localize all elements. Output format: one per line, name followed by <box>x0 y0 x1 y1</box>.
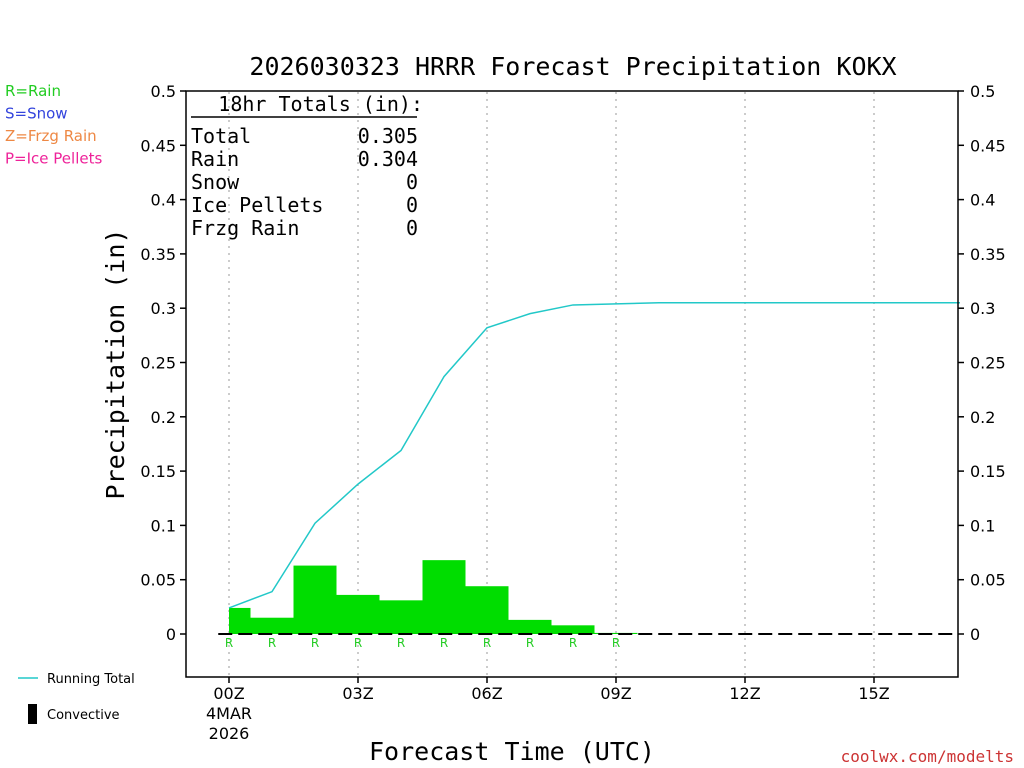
y-tick-label-right: 0.4 <box>970 191 995 210</box>
y-tick-label-left: 0.2 <box>151 408 176 427</box>
x-tick-label: 09Z <box>600 684 631 703</box>
x-tick-label: 15Z <box>858 684 889 703</box>
x-tick-label: 03Z <box>342 684 373 703</box>
type-legend-entry: S=Snow <box>5 105 68 123</box>
y-tick-label-right: 0.45 <box>970 136 1006 155</box>
precip-type-marker: R <box>569 636 577 650</box>
y-tick-label-left: 0 <box>166 625 176 644</box>
precip-bar <box>379 600 423 634</box>
convective-legend-swatch <box>28 704 37 724</box>
precip-type-marker: R <box>311 636 319 650</box>
totals-row-value: 0 <box>406 216 418 240</box>
totals-row-label: Total <box>191 124 251 148</box>
hourly-precip-bars <box>229 560 638 634</box>
precip-type-marker: R <box>354 636 362 650</box>
precip-bar <box>336 594 380 634</box>
series-legend: Running Total Convective <box>18 672 135 724</box>
totals-row-value: 0.305 <box>358 124 418 148</box>
precip-type-marker: R <box>526 636 534 650</box>
precip-bar <box>229 607 251 634</box>
running-total-line <box>228 302 960 609</box>
x-axis-label: Forecast Time (UTC) <box>369 737 655 766</box>
y-tick-label-left: 0.05 <box>140 571 176 590</box>
plot-frame <box>185 90 959 678</box>
precip-bar <box>422 560 466 634</box>
precip-type-marker: R <box>225 636 233 650</box>
y-tick-label-right: 0.5 <box>970 82 995 101</box>
y-tick-label-left: 0.25 <box>140 354 176 373</box>
precip-bar <box>465 586 509 634</box>
y-tick-label-right: 0.15 <box>970 462 1006 481</box>
totals-header: 18hr Totals (in): <box>218 92 423 116</box>
precip-type-marker: R <box>483 636 491 650</box>
x-date-label-month: 4MAR <box>206 704 252 723</box>
y-axis-ticks: 0 00.05 0.050.1 0.10.15 0.150.2 0.20.25 0.250.… <box>140 82 1005 644</box>
type-legend-entry: R=Rain <box>5 82 61 100</box>
precip-bar <box>293 565 337 634</box>
series-legend-label: Running Total <box>47 672 135 687</box>
y-axis-label: Precipitation (in) <box>101 229 130 500</box>
x-tick-label: 06Z <box>471 684 502 703</box>
y-tick-label-right: 0.25 <box>970 354 1006 373</box>
totals-row-label: Rain <box>191 147 239 171</box>
y-tick-label-left: 0.45 <box>140 136 176 155</box>
y-tick-label-right: 0.1 <box>970 516 995 535</box>
type-legend-entry: P=Ice Pellets <box>5 150 102 168</box>
y-tick-label-right: 0.05 <box>970 571 1006 590</box>
precip-bar <box>250 617 294 634</box>
precip-type-marker: R <box>612 636 620 650</box>
y-tick-label-left: 0.1 <box>151 516 176 535</box>
y-tick-label-left: 0.3 <box>151 299 176 318</box>
precip-bar <box>551 625 595 634</box>
totals-row-value: 0.304 <box>358 147 418 171</box>
x-axis-ticks: 00Z 03Z 06Z 09Z 12Z 15Z <box>213 677 890 703</box>
x-date-label-year: 2026 <box>209 724 250 743</box>
precip-bar <box>508 619 552 634</box>
precip-bar <box>594 632 638 634</box>
y-tick-label-right: 0.2 <box>970 408 995 427</box>
chart-title: 2026030323 HRRR Forecast Precipitation K… <box>249 52 896 81</box>
totals-row-label: Snow <box>191 170 240 194</box>
y-tick-label-right: 0 <box>970 625 980 644</box>
x-tick-label: 12Z <box>729 684 760 703</box>
precip-type-legend: R=Rain S=Snow Z=Frzg Rain P=Ice Pellets <box>5 82 102 168</box>
y-tick-label-left: 0.5 <box>151 82 176 101</box>
totals-row-label: Ice Pellets <box>191 193 323 217</box>
totals-row-value: 0 <box>406 170 418 194</box>
precip-type-marker: R <box>440 636 448 650</box>
series-legend-label: Convective <box>47 708 120 723</box>
y-tick-label-right: 0.3 <box>970 299 995 318</box>
y-tick-label-right: 0.35 <box>970 245 1006 264</box>
totals-box: 18hr Totals (in): Total 0.305 Rain 0.304 Snow… <box>191 92 423 240</box>
x-tick-label: 00Z <box>213 684 244 703</box>
y-tick-label-left: 0.15 <box>140 462 176 481</box>
credit-text: coolwx.com/modelts <box>841 747 1014 766</box>
type-legend-entry: Z=Frzg Rain <box>5 127 97 145</box>
y-tick-label-left: 0.35 <box>140 245 176 264</box>
y-tick-label-left: 0.4 <box>151 191 176 210</box>
precip-type-marker: R <box>397 636 405 650</box>
totals-row-value: 0 <box>406 193 418 217</box>
totals-row-label: Frzg Rain <box>191 216 299 240</box>
precip-type-marker: R <box>268 636 276 650</box>
